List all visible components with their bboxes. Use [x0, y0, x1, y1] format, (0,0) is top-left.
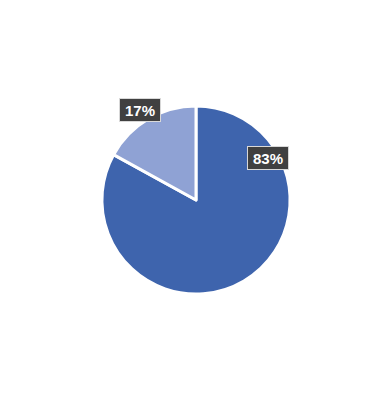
svg-text:17%: 17% — [125, 102, 155, 119]
svg-text:83%: 83% — [253, 150, 283, 167]
